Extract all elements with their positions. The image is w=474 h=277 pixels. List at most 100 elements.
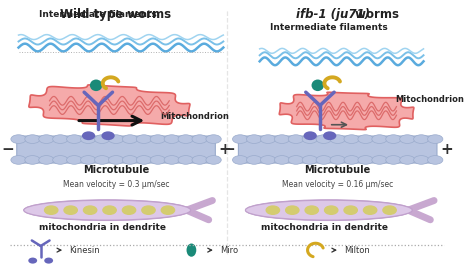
Ellipse shape — [94, 156, 110, 164]
Ellipse shape — [66, 135, 82, 143]
Text: mitochondria in dendrite: mitochondria in dendrite — [261, 223, 388, 232]
Ellipse shape — [274, 135, 290, 143]
Ellipse shape — [330, 135, 346, 143]
Text: −: − — [223, 142, 236, 157]
Ellipse shape — [192, 156, 207, 164]
Ellipse shape — [288, 156, 303, 164]
Ellipse shape — [122, 135, 137, 143]
Ellipse shape — [109, 156, 124, 164]
Ellipse shape — [28, 258, 37, 264]
Ellipse shape — [246, 200, 412, 220]
Ellipse shape — [142, 206, 155, 214]
Ellipse shape — [64, 206, 77, 214]
Ellipse shape — [53, 135, 68, 143]
Ellipse shape — [150, 135, 165, 143]
Ellipse shape — [24, 200, 191, 220]
Text: Microtubule: Microtubule — [305, 165, 371, 175]
Ellipse shape — [187, 243, 196, 257]
Ellipse shape — [136, 135, 152, 143]
Ellipse shape — [386, 135, 401, 143]
Ellipse shape — [364, 206, 377, 214]
Text: Mean velocity = 0.16 μm/sec: Mean velocity = 0.16 μm/sec — [282, 180, 393, 189]
Ellipse shape — [164, 135, 180, 143]
Ellipse shape — [286, 206, 299, 214]
Ellipse shape — [11, 135, 26, 143]
Text: Miro: Miro — [220, 246, 238, 255]
Ellipse shape — [400, 135, 415, 143]
Ellipse shape — [414, 156, 429, 164]
Ellipse shape — [101, 131, 115, 140]
Text: ifb-1 (ju71): ifb-1 (ju71) — [296, 7, 370, 20]
Ellipse shape — [150, 156, 165, 164]
Ellipse shape — [11, 156, 26, 164]
Ellipse shape — [386, 156, 401, 164]
Ellipse shape — [53, 156, 68, 164]
Ellipse shape — [414, 135, 429, 143]
Ellipse shape — [103, 206, 116, 214]
Ellipse shape — [82, 131, 95, 140]
Ellipse shape — [325, 206, 338, 214]
Ellipse shape — [428, 156, 443, 164]
Text: +: + — [440, 142, 453, 157]
Text: worms: worms — [351, 7, 400, 20]
Ellipse shape — [206, 135, 221, 143]
Ellipse shape — [316, 156, 331, 164]
Text: Intermediate filaments: Intermediate filaments — [39, 9, 157, 19]
FancyBboxPatch shape — [238, 136, 437, 163]
Ellipse shape — [39, 135, 54, 143]
Ellipse shape — [383, 206, 396, 214]
Ellipse shape — [25, 135, 40, 143]
Ellipse shape — [428, 135, 443, 143]
Ellipse shape — [358, 135, 373, 143]
Ellipse shape — [344, 206, 357, 214]
Text: Mitochondrion: Mitochondrion — [160, 112, 229, 121]
Ellipse shape — [302, 156, 318, 164]
Ellipse shape — [136, 156, 152, 164]
Ellipse shape — [260, 156, 276, 164]
Ellipse shape — [81, 156, 96, 164]
Text: Mean velocity = 0.3 μm/sec: Mean velocity = 0.3 μm/sec — [63, 180, 169, 189]
Ellipse shape — [39, 156, 54, 164]
Ellipse shape — [330, 156, 346, 164]
Ellipse shape — [400, 156, 415, 164]
Ellipse shape — [66, 156, 82, 164]
Ellipse shape — [25, 156, 40, 164]
Ellipse shape — [358, 156, 373, 164]
Ellipse shape — [344, 156, 359, 164]
Ellipse shape — [260, 135, 276, 143]
Text: +: + — [219, 142, 231, 157]
Text: Mitochondrion: Mitochondrion — [395, 95, 464, 104]
Ellipse shape — [246, 135, 262, 143]
Ellipse shape — [246, 156, 262, 164]
Ellipse shape — [192, 135, 207, 143]
Ellipse shape — [161, 206, 174, 214]
Ellipse shape — [90, 79, 102, 91]
Text: mitochondria in dendrite: mitochondria in dendrite — [39, 223, 166, 232]
Text: Wild type worms: Wild type worms — [61, 7, 172, 20]
Ellipse shape — [122, 206, 136, 214]
Text: Intermediate filaments: Intermediate filaments — [270, 23, 388, 32]
Ellipse shape — [94, 135, 110, 143]
Ellipse shape — [109, 135, 124, 143]
Ellipse shape — [178, 156, 193, 164]
Text: Microtubule: Microtubule — [83, 165, 149, 175]
FancyBboxPatch shape — [17, 136, 215, 163]
Ellipse shape — [266, 206, 280, 214]
Ellipse shape — [24, 200, 191, 220]
Ellipse shape — [233, 135, 248, 143]
Ellipse shape — [372, 156, 387, 164]
Ellipse shape — [274, 156, 290, 164]
Ellipse shape — [372, 135, 387, 143]
Text: Kinesin: Kinesin — [70, 246, 100, 255]
Ellipse shape — [302, 135, 318, 143]
Ellipse shape — [233, 156, 248, 164]
Text: −: − — [1, 142, 14, 157]
Ellipse shape — [305, 206, 319, 214]
Ellipse shape — [246, 200, 412, 220]
Ellipse shape — [288, 135, 303, 143]
Ellipse shape — [81, 135, 96, 143]
Ellipse shape — [44, 258, 53, 264]
Ellipse shape — [83, 206, 97, 214]
Ellipse shape — [45, 206, 58, 214]
Ellipse shape — [323, 131, 337, 140]
